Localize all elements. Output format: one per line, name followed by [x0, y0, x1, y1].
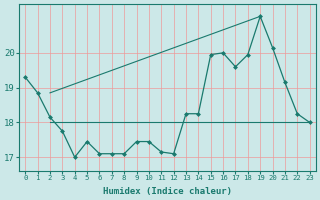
X-axis label: Humidex (Indice chaleur): Humidex (Indice chaleur) — [103, 187, 232, 196]
